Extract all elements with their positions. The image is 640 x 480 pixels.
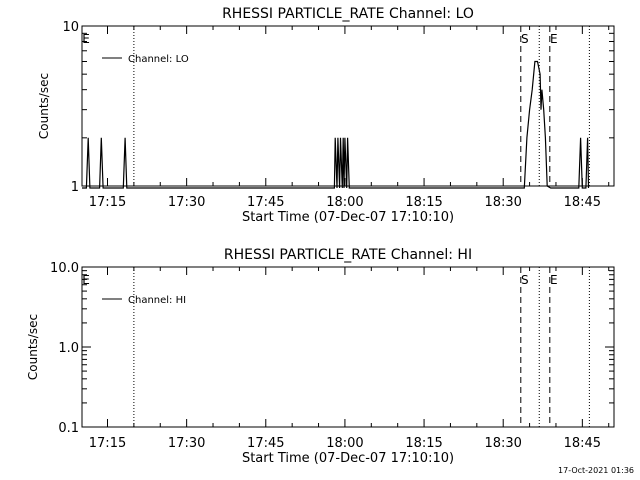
event-annotation: E: [82, 273, 90, 287]
x-tick-label: 18:45: [564, 436, 601, 451]
x-tick-label: 17:45: [247, 436, 284, 451]
x-axis-label: Start Time (07-Dec-07 17:10:10): [242, 451, 454, 466]
chart-title: RHESSI PARTICLE_RATE Channel: LO: [222, 6, 474, 22]
y-tick-label: 10.0: [50, 261, 79, 276]
legend-entry: Channel: HI: [128, 295, 186, 306]
legend-entry: Channel: LO: [128, 54, 189, 65]
y-tick-label: 0.1: [58, 421, 79, 436]
y-axis-label: Counts/sec: [37, 73, 51, 139]
y-tick-label: 10: [62, 20, 79, 35]
timestamp: 17-Oct-2021 01:36: [558, 466, 634, 475]
x-tick-label: 17:15: [89, 436, 126, 451]
x-tick-label: 17:45: [247, 195, 284, 210]
x-axis-label: Start Time (07-Dec-07 17:10:10): [242, 210, 454, 225]
event-annotation: E: [550, 273, 558, 287]
y-tick-label: 1: [71, 180, 79, 195]
plot-frame: [81, 25, 615, 187]
event-annotation: S: [521, 273, 529, 287]
y-axis-label: Counts/sec: [26, 314, 40, 380]
x-tick-label: 18:30: [484, 436, 521, 451]
x-tick-label: 17:30: [168, 195, 205, 210]
y-tick-label: 1.0: [58, 341, 79, 356]
x-tick-label: 18:00: [326, 195, 363, 210]
event-annotation: E: [82, 32, 90, 46]
chart-title: RHESSI PARTICLE_RATE Channel: HI: [224, 247, 472, 263]
event-annotation: S: [521, 32, 529, 46]
x-tick-label: 17:30: [168, 436, 205, 451]
event-annotation: E: [550, 32, 558, 46]
x-tick-label: 18:15: [405, 436, 442, 451]
plot-frame: [81, 266, 615, 428]
x-tick-label: 18:00: [326, 436, 363, 451]
series-line: [82, 60, 590, 189]
x-tick-label: 18:45: [564, 195, 601, 210]
x-tick-label: 17:15: [89, 195, 126, 210]
x-tick-label: 18:30: [484, 195, 521, 210]
x-tick-label: 18:15: [405, 195, 442, 210]
